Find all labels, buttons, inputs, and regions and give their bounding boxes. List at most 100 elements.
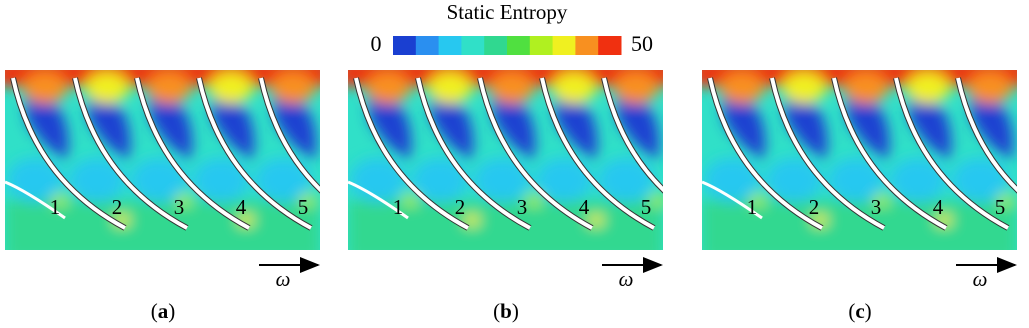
colorbar-min: 0 [371,31,382,56]
blade-label: 3 [174,195,185,219]
colorbar-max: 50 [631,31,653,56]
blade-label: 2 [455,195,466,219]
colorbar-swatch [529,36,554,55]
blade-label: 1 [50,195,61,219]
blade [73,77,188,230]
yellow-spot [874,194,890,206]
blue-region [846,88,890,160]
blue-region [273,88,317,160]
blade [11,77,126,230]
yellow-spot [402,194,418,206]
cyan-region [890,158,946,202]
blue-region [211,88,255,160]
hot-plume [968,72,1012,104]
yellow-spot [464,214,480,226]
low-region [702,200,1017,250]
blade [770,77,885,230]
contour-panel: 1 2 3 4 5 ω (b) [348,70,663,323]
blade [354,77,469,230]
cyan-region [131,158,187,202]
blue-region [492,88,536,160]
caption-part: a [158,299,169,323]
blade-label: 4 [933,195,944,219]
rotation-symbol: ω [619,267,634,291]
hot-plume [85,72,129,104]
yellow-spot [588,214,604,226]
hot-plume [844,72,888,104]
hot-plume [428,72,472,104]
colorbar-swatch [552,36,576,55]
hot-plume [720,72,764,104]
panel-caption: (c) [848,299,871,323]
blue-region [430,88,474,160]
blade [478,77,593,230]
rotation-symbol: ω [973,267,988,291]
field-blobs [348,70,663,250]
blade-label: 2 [112,195,123,219]
yellow-spot [650,194,663,206]
hot-plume [366,72,410,104]
blade-label: 1 [393,195,404,219]
blade [956,77,1017,193]
cyan-region [193,158,249,202]
blue-region [25,88,69,160]
hot-plume [209,72,253,104]
blade-label: 4 [236,195,247,219]
blade-label: 4 [579,195,590,219]
yellow-spot [526,194,542,206]
low-region [348,200,663,250]
blade [540,77,655,230]
cyan-region [255,158,311,202]
caption-part: b [500,299,512,323]
colorbar-swatch [461,36,485,55]
caption-part: ) [512,299,519,323]
blade [894,77,1009,230]
yellow-spot [998,194,1014,206]
panel-caption: (a) [151,299,176,323]
hot-plume [271,72,315,104]
blade-label: 3 [871,195,882,219]
cyan-region [69,158,125,202]
hot-plume [23,72,67,104]
blue-region [554,88,598,160]
contour-panel: 1 2 3 4 5 ω (a) [5,70,320,323]
vane [5,180,66,220]
panel-caption: (b) [493,299,519,323]
yellow-spot [300,194,316,206]
contour-panel: 1 2 3 4 5 ω (c) [702,70,1017,323]
cyan-region [598,158,654,202]
cyan-region [952,158,1008,202]
hot-plume [552,72,596,104]
colorbar-swatch [393,36,417,55]
blade-label: 5 [641,195,652,219]
cyan-region [412,158,468,202]
blade-label: 1 [747,195,758,219]
contour-field [5,70,320,250]
blade-label: 5 [298,195,309,219]
colorbar-swatch [507,36,531,55]
caption-part: ) [865,299,872,323]
yellow-spot [750,194,766,206]
cyan-region [474,158,530,202]
blue-region [149,88,193,160]
vane [702,180,763,220]
blade-label: 5 [995,195,1006,219]
caption-part: ) [168,299,175,323]
blue-region [616,88,660,160]
cyan-region [828,158,884,202]
caption-part: ( [493,299,500,323]
caption-part: ( [151,299,158,323]
blue-region [722,88,766,160]
yellow-spot [52,194,68,206]
blade [259,77,320,193]
colorbar-swatch [484,36,508,55]
caption-part: c [855,299,864,323]
hot-plume [906,72,950,104]
yellow-spot [176,194,192,206]
blade [197,77,312,230]
blue-region [368,88,412,160]
caption-part: ( [848,299,855,323]
blade [602,77,663,193]
hot-plume [614,72,658,104]
